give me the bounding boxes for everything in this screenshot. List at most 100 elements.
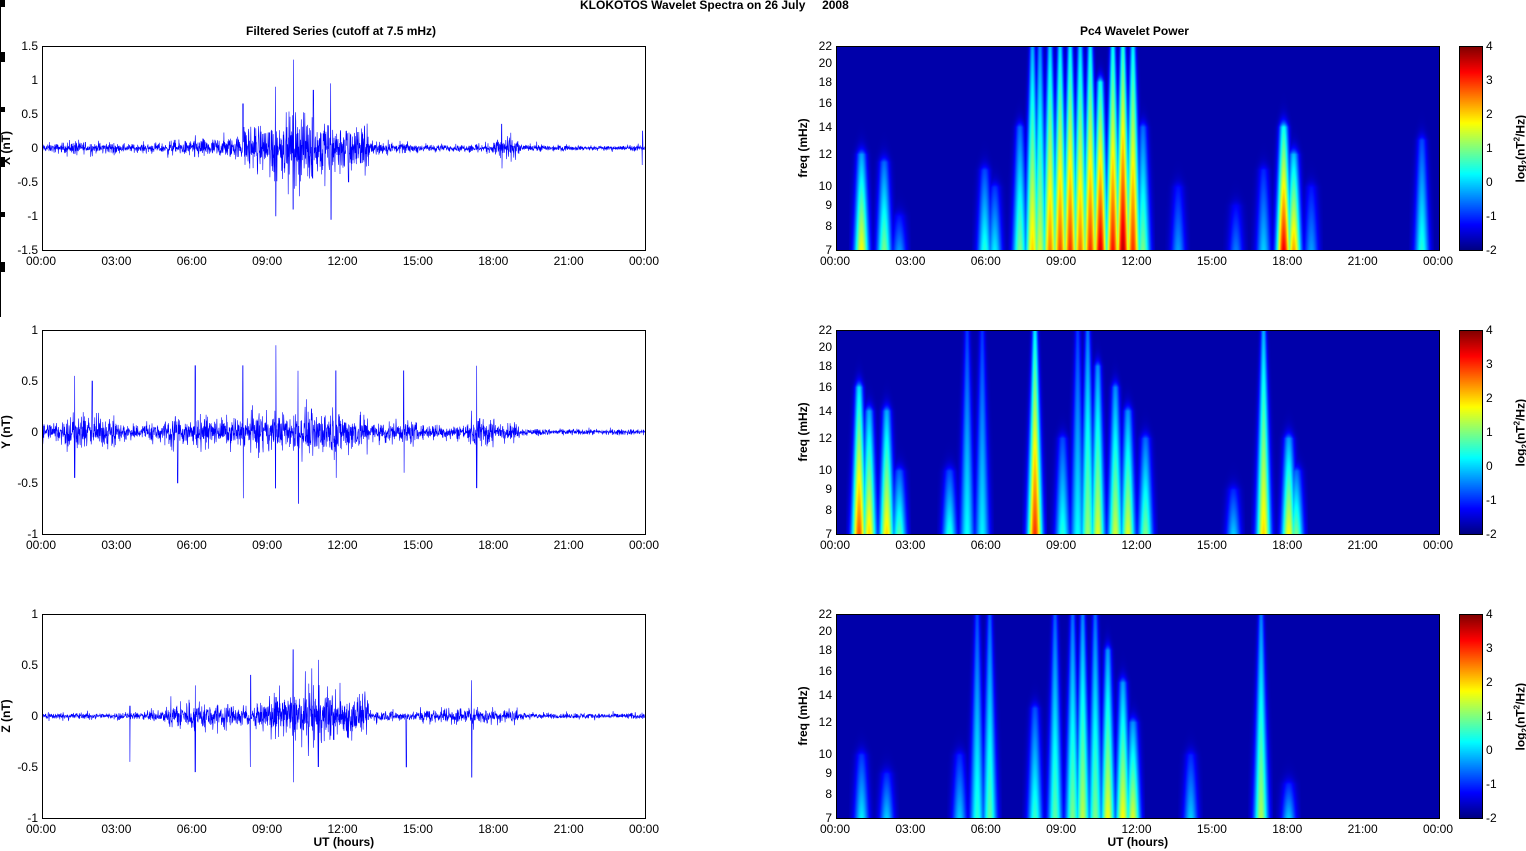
- colorbar-label: log2(nT2/Hz): [1512, 114, 1526, 183]
- series-ytick-label: 1: [31, 607, 38, 621]
- heatmap-axes-frame: [836, 46, 1440, 251]
- freq-ytick-mark: [0, 265, 5, 266]
- freq-ytick-mark: [0, 52, 5, 53]
- series-xtick-label: 09:00: [252, 254, 283, 268]
- colorbar-frame: [1459, 46, 1483, 251]
- series-xtick-label: 03:00: [101, 254, 132, 268]
- heatmap-xtick-label: 00:00: [1423, 538, 1454, 552]
- freq-ytick-mark: [0, 56, 5, 57]
- series-xtick-label: 00:00: [26, 254, 57, 268]
- colorbar-tick-label: 3: [1486, 357, 1493, 371]
- series-ytick-mark: [0, 212, 5, 213]
- series-xtick-mark: [0, 237, 1, 242]
- series-xtick-mark: [0, 147, 1, 152]
- freq-ytick-mark: [0, 54, 5, 55]
- freq-ytick-label: 20: [818, 623, 832, 638]
- heatmap-axes-frame: [836, 614, 1440, 819]
- series-xtick-mark: [0, 42, 1, 47]
- freq-ytick-mark: [0, 162, 5, 163]
- heatmap-xtick-mark: [0, 282, 1, 287]
- colorbar-frame: [1459, 614, 1483, 819]
- series-xtick-label: 15:00: [402, 254, 433, 268]
- heatmap-xtick-mark: [0, 102, 1, 107]
- heatmap-xtick-label: 21:00: [1347, 254, 1378, 268]
- freq-ytick-mark: [0, 163, 5, 164]
- series-ytick-mark: [0, 110, 5, 111]
- series-ytick-mark: [0, 215, 5, 216]
- freq-ytick-label: 14: [818, 119, 832, 134]
- freq-ytick-mark: [0, 262, 5, 263]
- series-ytick-label: -1: [27, 811, 38, 825]
- wavelet-power-heatmap: [836, 614, 1439, 818]
- colorbar-tick-label: -1: [1486, 493, 1497, 507]
- series-ytick-mark: [0, 109, 5, 110]
- series-xtick-label: 15:00: [402, 822, 433, 836]
- heatmap-xtick-mark: [0, 97, 1, 102]
- series-xtick-label: 03:00: [101, 822, 132, 836]
- series-xtick-label: 06:00: [176, 254, 207, 268]
- series-axes-frame: [42, 614, 646, 819]
- series-xtick-mark: [0, 22, 1, 27]
- series-ylabel: X (nT): [0, 131, 13, 165]
- heatmap-xtick-mark: [0, 292, 1, 297]
- freq-ytick-mark: [0, 266, 5, 267]
- series-ytick-mark: [0, 2, 5, 3]
- series-z-plot: [42, 649, 645, 783]
- freq-ytick-mark: [0, 270, 5, 271]
- freq-ytick-mark: [0, 263, 5, 264]
- series-xtick-mark: [0, 27, 1, 32]
- series-y-plot: [42, 345, 645, 504]
- series-xtick-mark: [0, 222, 1, 227]
- heatmap-xtick-label: 06:00: [970, 254, 1001, 268]
- freq-ytick-mark: [0, 61, 5, 62]
- colorbar-tick-label: 3: [1486, 641, 1493, 655]
- series-ytick-mark: [0, 213, 5, 214]
- series-xtick-label: 09:00: [252, 538, 283, 552]
- series-xtick-mark: [0, 242, 1, 247]
- colorbar-tick-label: 2: [1486, 107, 1493, 121]
- colorbar: [1459, 46, 1482, 250]
- series-ytick-mark: [0, 1, 5, 2]
- series-xtick-mark: [0, 132, 1, 137]
- heatmap-xtick-label: 21:00: [1347, 822, 1378, 836]
- colorbar-tick-label: -2: [1486, 243, 1497, 257]
- series-ytick-label: 1: [31, 323, 38, 337]
- freq-ytick-mark: [0, 161, 5, 162]
- left-column-title: Filtered Series (cutoff at 7.5 mHz): [246, 24, 437, 38]
- colorbar-tick-label: 4: [1486, 39, 1493, 53]
- series-xtick-mark: [0, 227, 1, 232]
- freq-ytick-mark: [0, 58, 5, 59]
- series-xlabel: UT (hours): [313, 835, 375, 849]
- series-xtick-label: 00:00: [629, 538, 660, 552]
- freq-ylabel: freq (mHz): [796, 118, 810, 178]
- series-xtick-mark: [0, 137, 1, 142]
- colorbar-tick-label: 1: [1486, 141, 1493, 155]
- series-xtick-label: 00:00: [26, 822, 57, 836]
- series-xtick-mark: [0, 252, 1, 257]
- heatmap-xtick-mark: [0, 72, 1, 77]
- heatmap-xtick-label: 18:00: [1272, 254, 1303, 268]
- series-xtick-mark: [0, 47, 1, 52]
- colorbar-label: log2(nT2/Hz): [1512, 682, 1526, 751]
- series-xtick-mark: [0, 257, 1, 262]
- series-ytick-mark: [0, 0, 5, 1]
- series-ytick-mark: [0, 3, 5, 4]
- heatmap-xtick-mark: [0, 287, 1, 292]
- series-xtick-mark: [0, 112, 1, 117]
- freq-ytick-label: 9: [825, 766, 832, 781]
- series-ytick-mark: [0, 5, 5, 6]
- freq-ytick-label: 18: [818, 74, 832, 89]
- series-ytick-mark: [0, 108, 5, 109]
- heatmap-xtick-label: 18:00: [1272, 822, 1303, 836]
- heatmap-xtick-mark: [0, 62, 1, 67]
- heatmap-xtick-label: 03:00: [895, 822, 926, 836]
- heatmap-xtick-label: 00:00: [820, 254, 851, 268]
- freq-ytick-label: 10: [818, 747, 832, 762]
- series-xtick-mark: [0, 12, 1, 17]
- freq-ytick-mark: [0, 269, 5, 270]
- freq-ytick-mark: [0, 159, 5, 160]
- freq-ytick-label: 8: [825, 503, 832, 518]
- series-xtick-label: 15:00: [402, 538, 433, 552]
- series-xtick-mark: [0, 32, 1, 37]
- freq-ytick-label: 16: [818, 379, 832, 394]
